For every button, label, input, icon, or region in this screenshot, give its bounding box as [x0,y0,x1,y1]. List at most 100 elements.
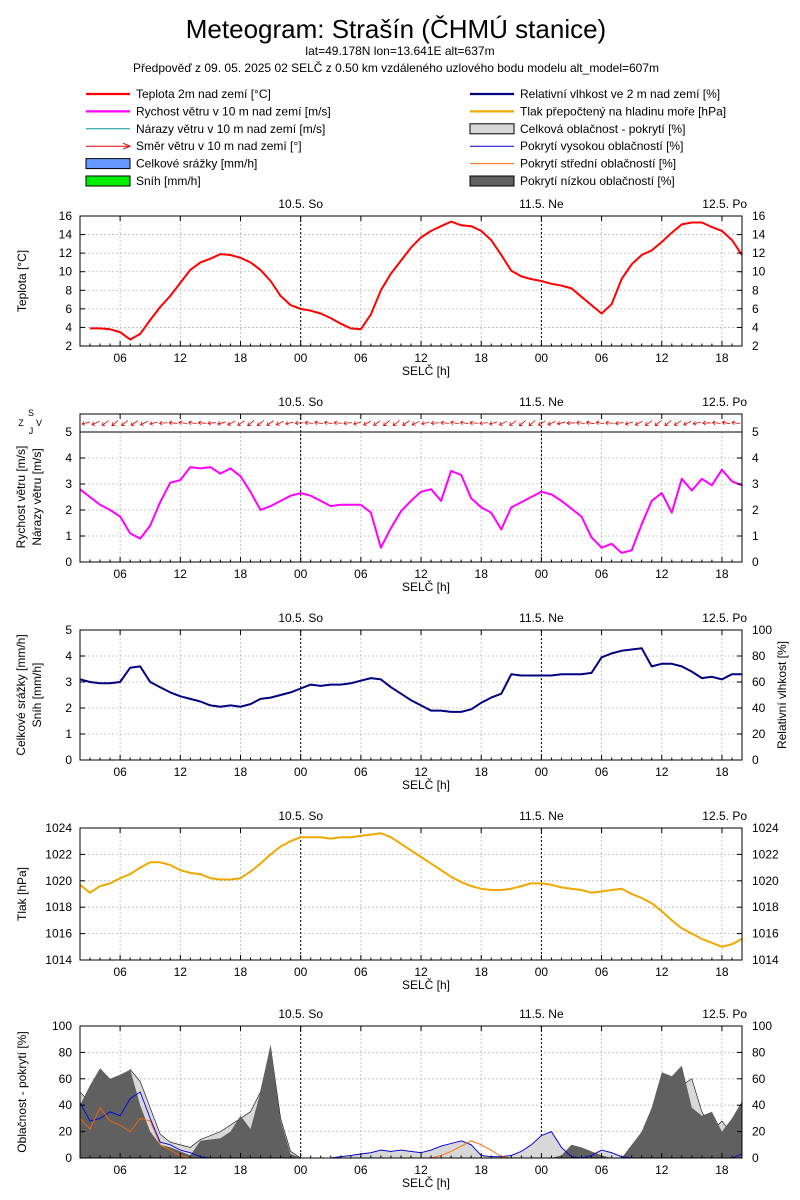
x-tick-label: 12 [174,351,188,365]
y-tick-label: 20 [59,1125,73,1139]
x-tick-label: 00 [535,765,549,779]
y-tick-label: 0 [65,555,72,569]
panel-4: 06 12 18 00 06 12 18 00 06 12 18 SELČ [h] 10.5. So 11… [15,809,779,992]
y-right-tick-label: 1016 [752,927,779,941]
x-tick-label: 18 [475,567,489,581]
x-tick-label: 12 [655,351,669,365]
y-right-tick-label: 100 [752,623,772,637]
y-tick-label: 10 [59,265,73,279]
y-tick-label: 1 [65,529,72,543]
wind-arrow [585,420,595,425]
day-label: 10.5. So [278,1007,323,1021]
wind-arrow [489,421,498,426]
day-label: 11.5. Ne [519,197,564,211]
x-tick-label: 00 [294,567,308,581]
wind-arrow [469,420,479,426]
wind-arrow [556,421,566,426]
y-tick-label: 1022 [45,847,72,861]
plot-area [80,466,742,554]
y-tick-label: 1014 [45,953,72,967]
plot-area [80,647,742,713]
panel-1: 06 12 18 00 06 12 18 00 06 12 18 SELČ [h] 10.5. So 11… [15,197,766,378]
y-tick-label: 1024 [45,821,72,835]
wind-arrow [711,420,721,426]
legend-left-item-5: Sníh [mm/h] [85,174,201,188]
x-tick-label: 06 [354,1163,368,1177]
legend-swatch [469,175,515,187]
legend-swatch [85,158,131,170]
x-tick-label: 18 [234,567,248,581]
series-line-0 [80,466,742,554]
wind-arrow [450,420,459,425]
legend-label: Relativní vlhkost ve 2 m nad zemí [%] [520,87,720,101]
y-right-tick-label: 20 [752,727,766,741]
wind-arrow [111,420,119,426]
legend-right-item-2: Celková oblačnost - pokrytí [%] [469,122,685,136]
grid [80,432,742,562]
y-right-tick-label: 1020 [752,874,779,888]
x-tick-label: 18 [234,1163,248,1177]
y-tick-label: 4 [65,649,72,663]
legend-right-item-4: Pokrytí střední oblačností [%] [470,157,676,171]
plot-area [80,832,742,948]
wind-arrow [237,420,245,426]
x-tick-label: 06 [354,351,368,365]
wind-arrow [509,420,517,426]
y-right-tick-label: 1018 [752,900,779,914]
y-tick-label: 3 [65,477,72,491]
y-right-tick-label: 14 [752,228,766,242]
y-right-tick-label: 12 [752,246,766,260]
y-right-tick-label: 2 [752,339,759,353]
wind-arrow [178,420,188,425]
wind-arrow [130,420,139,426]
station-coordinates: lat=49.178N lon=13.641E alt=637m [305,44,494,58]
day-label: 11.5. Ne [519,395,564,409]
y-axis-title: Tlak [hPa] [15,867,29,921]
x-tick-label: 00 [535,351,549,365]
y-tick-label: 2 [65,339,72,353]
legend-label: Pokrytí vysokou oblačností [%] [520,139,683,153]
wind-arrow [275,420,284,426]
wind-arrow [343,420,352,426]
wind-arrow [257,420,264,426]
wind-arrow [149,421,158,426]
wind-arrow [430,420,440,426]
day-label: 12.5. Po [702,809,747,823]
y-right-tick-label: 80 [752,649,766,663]
legend-left-item-4: Celkové srážky [mm/h] [85,157,257,171]
y-tick-label: 8 [65,283,72,297]
x-tick-label: 06 [595,1163,609,1177]
legend-swatch [469,123,515,135]
day-label: 12.5. Po [702,197,747,211]
chart-title: Meteogram: Strašín (ČHMÚ stanice) [186,14,606,44]
wind-arrow [266,420,274,426]
legend-swatch [85,175,131,187]
wind-arrow [285,421,294,426]
wind-arrow [168,420,178,426]
day-label: 10.5. So [278,197,323,211]
x-axis-title: SELČ [h] [402,579,450,594]
legend-label: Nárazy větru v 10 m nad zemí [m/s] [136,122,325,136]
day-label: 12.5. Po [702,395,747,409]
y-right-tick-label: 40 [752,1098,766,1112]
wind-arrow [519,420,526,426]
plot-frame [79,413,743,563]
wind-arrow [402,420,410,426]
x-tick-label: 12 [174,567,188,581]
x-tick-label: 12 [655,965,669,979]
x-tick-label: 06 [595,965,609,979]
y-right-tick-label: 16 [752,209,766,223]
x-tick-label: 18 [715,351,729,365]
x-tick-label: 18 [234,965,248,979]
y-tick-label: 4 [65,320,72,334]
x-tick-label: 18 [475,965,489,979]
y-right-tick-label: 4 [752,320,759,334]
legend-label: Celkové srážky [mm/h] [136,157,257,171]
wind-arrow [353,421,362,426]
x-tick-label: 12 [655,765,669,779]
y-right-tick-label: 1014 [752,953,779,967]
y-tick-label: 5 [65,623,72,637]
